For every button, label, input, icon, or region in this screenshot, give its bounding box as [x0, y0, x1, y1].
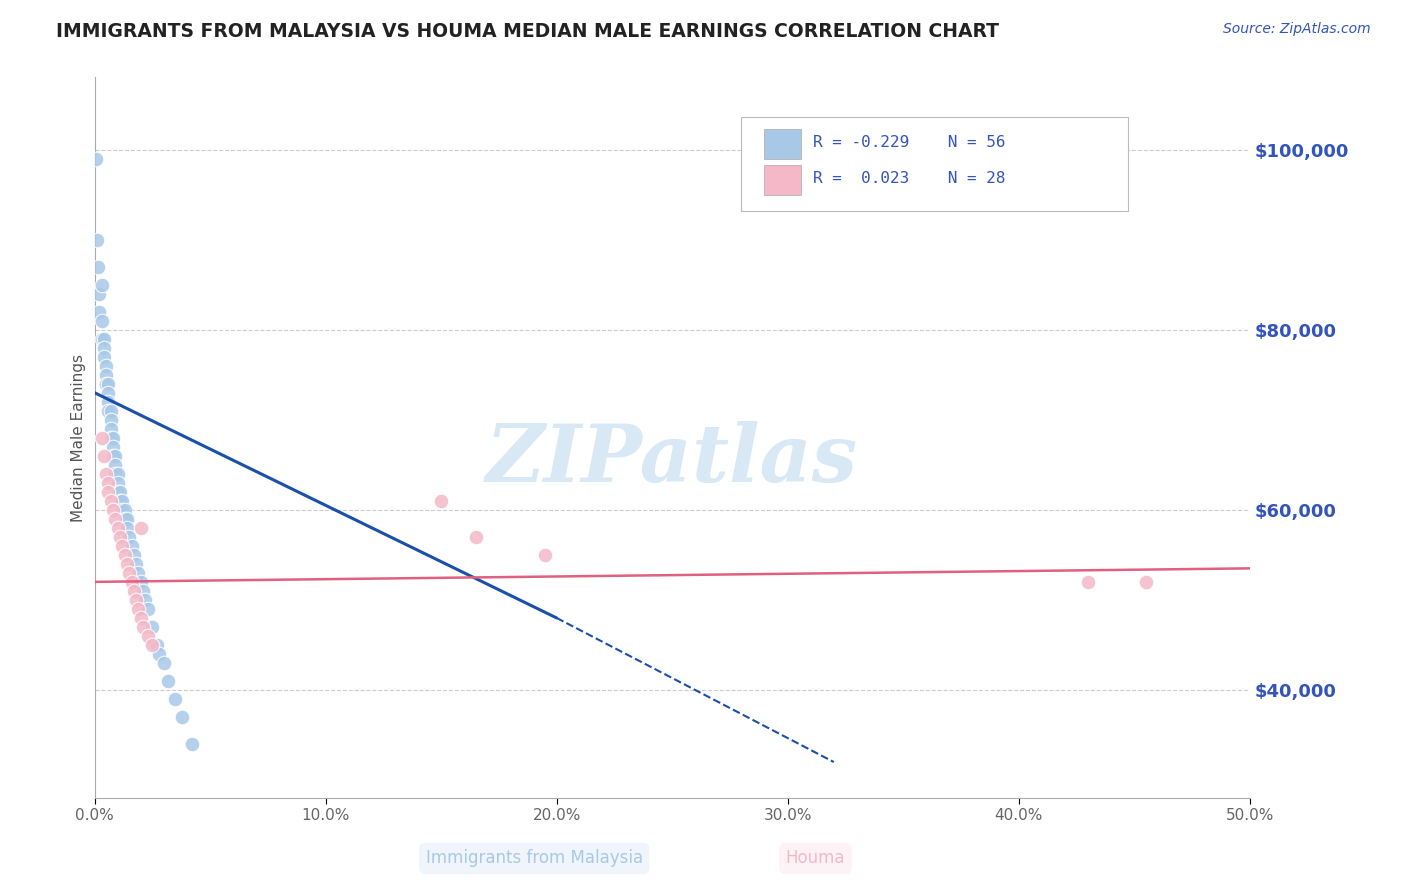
Point: [148, 647, 170, 661]
Point: [172, 710, 194, 724]
Point: [132, 620, 155, 634]
Point: [86, 233, 108, 247]
Point: [100, 413, 122, 427]
Point: [100, 422, 122, 436]
Point: [108, 484, 131, 499]
Point: [1077, 574, 1099, 589]
Text: IMMIGRANTS FROM MALAYSIA VS HOUMA MEDIAN MALE EARNINGS CORRELATION CHART: IMMIGRANTS FROM MALAYSIA VS HOUMA MEDIAN…: [56, 22, 1000, 41]
Point: [101, 503, 124, 517]
Point: [129, 611, 152, 625]
Point: [111, 493, 134, 508]
Point: [93, 332, 115, 346]
Point: [104, 458, 127, 472]
Point: [94, 359, 117, 373]
Point: [111, 503, 134, 517]
Point: [93, 341, 115, 355]
Point: [90, 313, 112, 327]
Point: [127, 566, 149, 580]
Point: [115, 512, 138, 526]
Point: [101, 431, 124, 445]
Point: [97, 403, 120, 417]
Point: [430, 493, 453, 508]
Point: [97, 475, 120, 490]
Point: [90, 431, 112, 445]
Point: [118, 566, 141, 580]
Point: [1135, 574, 1157, 589]
Point: [104, 449, 127, 463]
Text: ZIPatlas: ZIPatlas: [486, 421, 858, 498]
FancyBboxPatch shape: [765, 128, 801, 159]
Point: [122, 583, 145, 598]
Point: [90, 277, 112, 292]
Point: [132, 583, 155, 598]
Point: [107, 467, 129, 481]
Point: [100, 493, 122, 508]
Point: [125, 557, 148, 571]
Point: [107, 521, 129, 535]
Point: [125, 593, 148, 607]
Point: [118, 530, 141, 544]
Point: [100, 431, 122, 445]
Text: R = -0.229    N = 56: R = -0.229 N = 56: [813, 135, 1005, 150]
Point: [97, 376, 120, 391]
Point: [146, 638, 169, 652]
Point: [100, 403, 122, 417]
Point: [101, 440, 124, 454]
FancyBboxPatch shape: [765, 165, 801, 194]
Point: [136, 602, 159, 616]
Text: Houma: Houma: [786, 849, 845, 867]
Point: [101, 449, 124, 463]
Point: [87, 260, 110, 274]
Point: [97, 394, 120, 409]
Point: [111, 539, 134, 553]
Point: [115, 557, 138, 571]
Point: [136, 629, 159, 643]
Point: [89, 286, 111, 301]
Point: [94, 376, 117, 391]
Point: [104, 467, 127, 481]
Point: [115, 521, 138, 535]
Point: [90, 332, 112, 346]
Point: [121, 539, 143, 553]
Point: [107, 475, 129, 490]
Point: [108, 530, 131, 544]
Point: [134, 593, 156, 607]
Point: [114, 548, 136, 562]
FancyBboxPatch shape: [741, 117, 1128, 211]
Point: [89, 304, 111, 318]
Point: [121, 574, 143, 589]
Point: [107, 484, 129, 499]
Point: [534, 548, 557, 562]
Text: Source: ZipAtlas.com: Source: ZipAtlas.com: [1223, 22, 1371, 37]
Point: [97, 385, 120, 400]
Point: [97, 484, 120, 499]
Point: [165, 692, 187, 706]
Point: [153, 656, 176, 670]
Point: [141, 638, 163, 652]
Point: [94, 368, 117, 382]
Point: [114, 512, 136, 526]
Point: [127, 602, 149, 616]
Point: [157, 673, 180, 688]
Y-axis label: Median Male Earnings: Median Male Earnings: [72, 354, 86, 522]
Point: [129, 574, 152, 589]
Point: [94, 467, 117, 481]
Point: [104, 512, 127, 526]
Point: [464, 530, 486, 544]
Point: [84, 152, 107, 166]
Point: [93, 449, 115, 463]
Text: Immigrants from Malaysia: Immigrants from Malaysia: [426, 849, 643, 867]
Text: R =  0.023    N = 28: R = 0.023 N = 28: [813, 171, 1005, 186]
Point: [180, 737, 202, 751]
Point: [141, 620, 163, 634]
Point: [129, 521, 152, 535]
Point: [108, 493, 131, 508]
Point: [114, 503, 136, 517]
Point: [93, 350, 115, 364]
Point: [122, 548, 145, 562]
